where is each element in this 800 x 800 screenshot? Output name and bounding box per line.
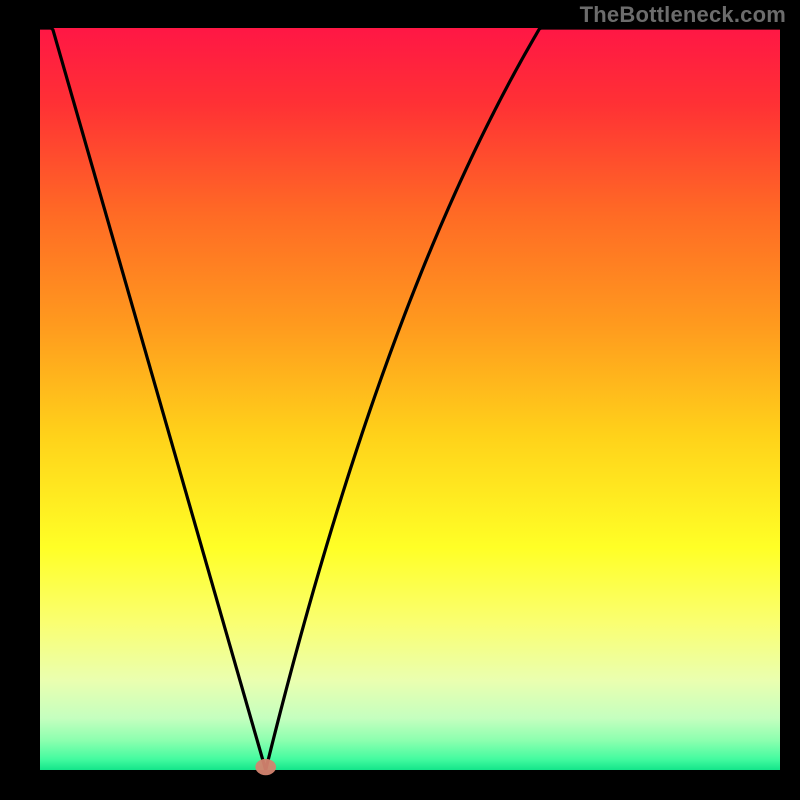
chart-svg	[0, 0, 800, 800]
plot-gradient-background	[40, 28, 780, 770]
notch-marker	[255, 759, 276, 775]
watermark-text: TheBottleneck.com	[580, 2, 786, 28]
bottleneck-chart: TheBottleneck.com	[0, 0, 800, 800]
